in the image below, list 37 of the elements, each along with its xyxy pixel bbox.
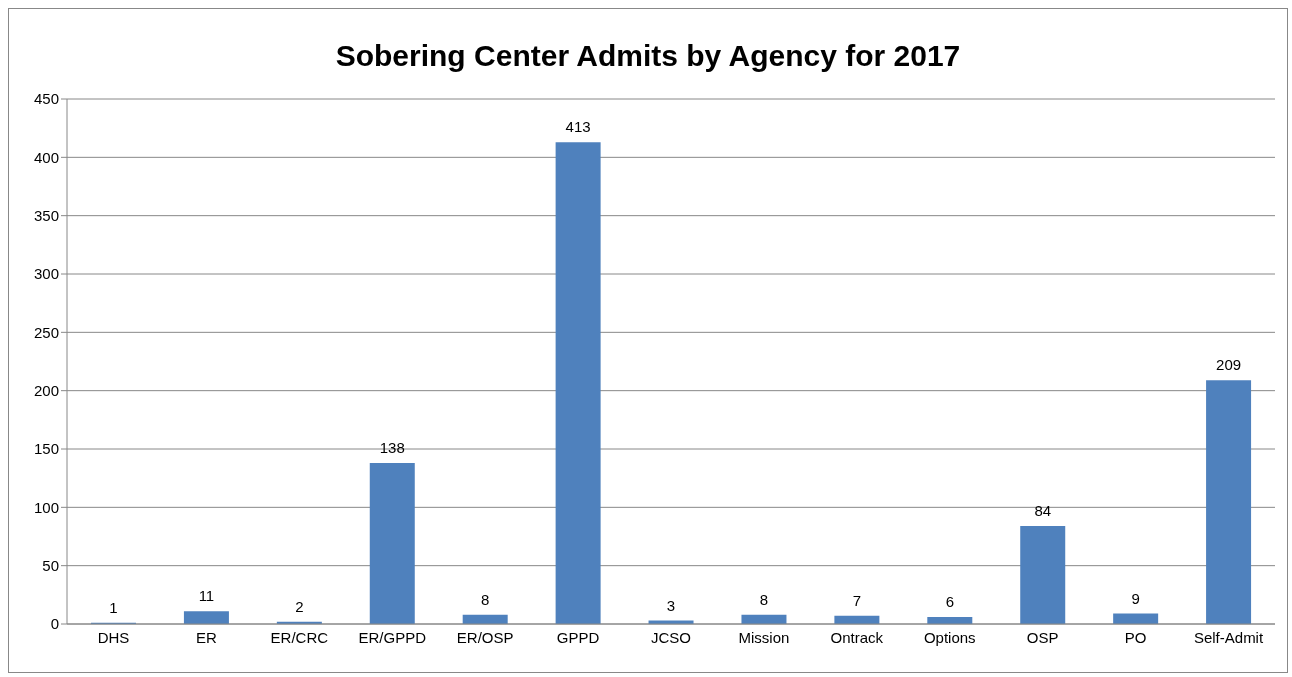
data-label: 138 xyxy=(379,439,405,456)
x-tick-label: JCSO xyxy=(650,628,692,646)
data-label: 3 xyxy=(666,596,676,614)
x-tick-label: Mission xyxy=(738,628,790,646)
x-tick-label: ER xyxy=(195,628,217,646)
data-label: 9 xyxy=(1131,589,1140,607)
data-label: 209 xyxy=(1216,356,1242,374)
chart-title: Sobering Center Admits by Agency for 2017 xyxy=(334,39,962,73)
y-tick-label: 150 xyxy=(33,440,59,458)
y-tick-label: 400 xyxy=(33,148,59,166)
data-label: 84 xyxy=(1034,502,1052,519)
x-tick-label: Options xyxy=(923,628,976,646)
y-tick-label: 450 xyxy=(33,90,59,108)
data-label: 8 xyxy=(759,590,769,608)
x-tick-label: ER/OSP xyxy=(456,628,514,646)
data-label: 2 xyxy=(295,597,304,615)
data-label: 1 xyxy=(109,598,118,616)
data-label: 6 xyxy=(945,593,954,610)
x-tick-label: Self-Admit xyxy=(1193,628,1264,646)
y-tick-label: 350 xyxy=(33,206,59,224)
y-tick-label: 100 xyxy=(33,498,59,516)
data-label: 11 xyxy=(198,587,215,605)
y-tick-label: 0 xyxy=(50,615,59,633)
y-tick-label: 200 xyxy=(33,381,59,399)
x-tick-label: DHS xyxy=(97,628,130,646)
data-label: 8 xyxy=(481,590,490,608)
x-tick-label: ER/GPPD xyxy=(358,628,427,646)
y-tick-label: 300 xyxy=(33,265,59,283)
x-tick-label: OSP xyxy=(1026,628,1059,646)
data-label: 7 xyxy=(852,591,862,609)
x-tick-label: PO xyxy=(1124,628,1147,646)
x-tick-label: GPPD xyxy=(556,628,600,646)
y-tick-label: 250 xyxy=(33,323,59,341)
x-tick-label: ER/CRC xyxy=(270,628,329,646)
data-label: 413 xyxy=(565,118,591,136)
y-tick-label: 50 xyxy=(42,556,59,574)
x-tick-label: Ontrack xyxy=(830,628,884,646)
